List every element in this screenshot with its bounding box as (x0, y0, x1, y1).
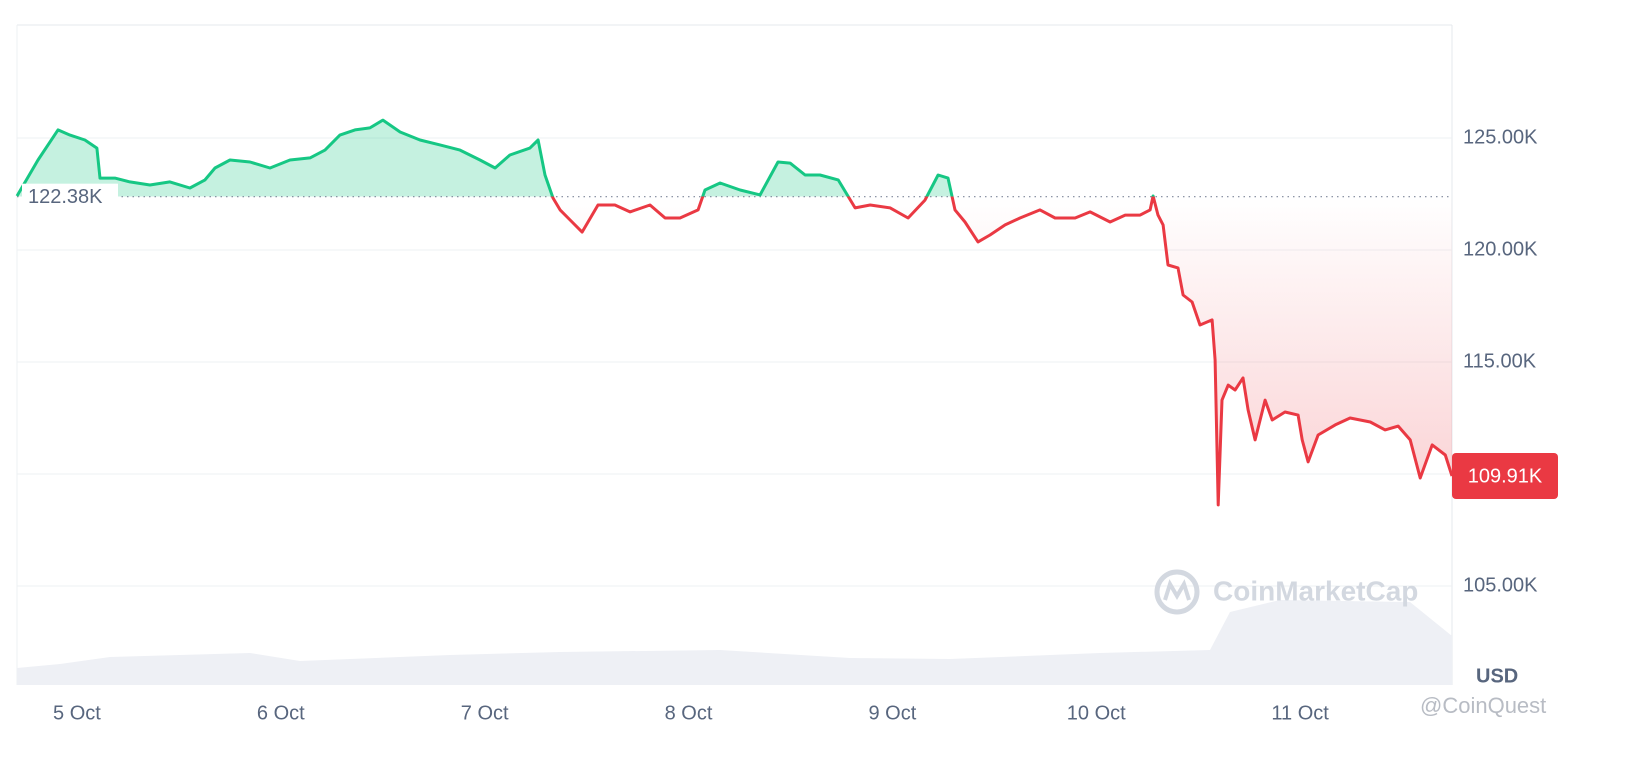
y-tick-label: 125.00K (1463, 126, 1538, 148)
credit: @CoinQuest (1420, 693, 1546, 718)
watermark-logo (1163, 579, 1191, 601)
x-tick-label: 6 Oct (257, 702, 305, 724)
x-tick-label: 9 Oct (868, 702, 916, 724)
baseline-label-bg (22, 183, 118, 210)
y-tick-label: 105.00K (1463, 574, 1538, 596)
baseline-label: 122.38K (28, 186, 103, 208)
x-tick-label: 5 Oct (53, 702, 101, 724)
y-tick-label: 115.00K (1463, 350, 1537, 372)
x-tick-label: 7 Oct (461, 702, 509, 724)
x-tick-label: 11 Oct (1271, 702, 1329, 724)
current-price-badge (1452, 453, 1558, 500)
current-price-label: 109.91K (1468, 465, 1543, 487)
x-tick-label: 8 Oct (665, 702, 713, 724)
watermark-text: CoinMarketCap (1213, 575, 1418, 606)
watermark-logo (1154, 569, 1200, 615)
watermark: CoinMarketCap (1154, 569, 1418, 615)
x-tick-label: 10 Oct (1067, 702, 1126, 724)
y-unit: USD (1476, 665, 1518, 687)
volume-area (17, 600, 1452, 685)
area-fill (17, 120, 1452, 505)
price-line (15, 118, 1454, 507)
y-tick-label: 120.00K (1463, 238, 1538, 260)
